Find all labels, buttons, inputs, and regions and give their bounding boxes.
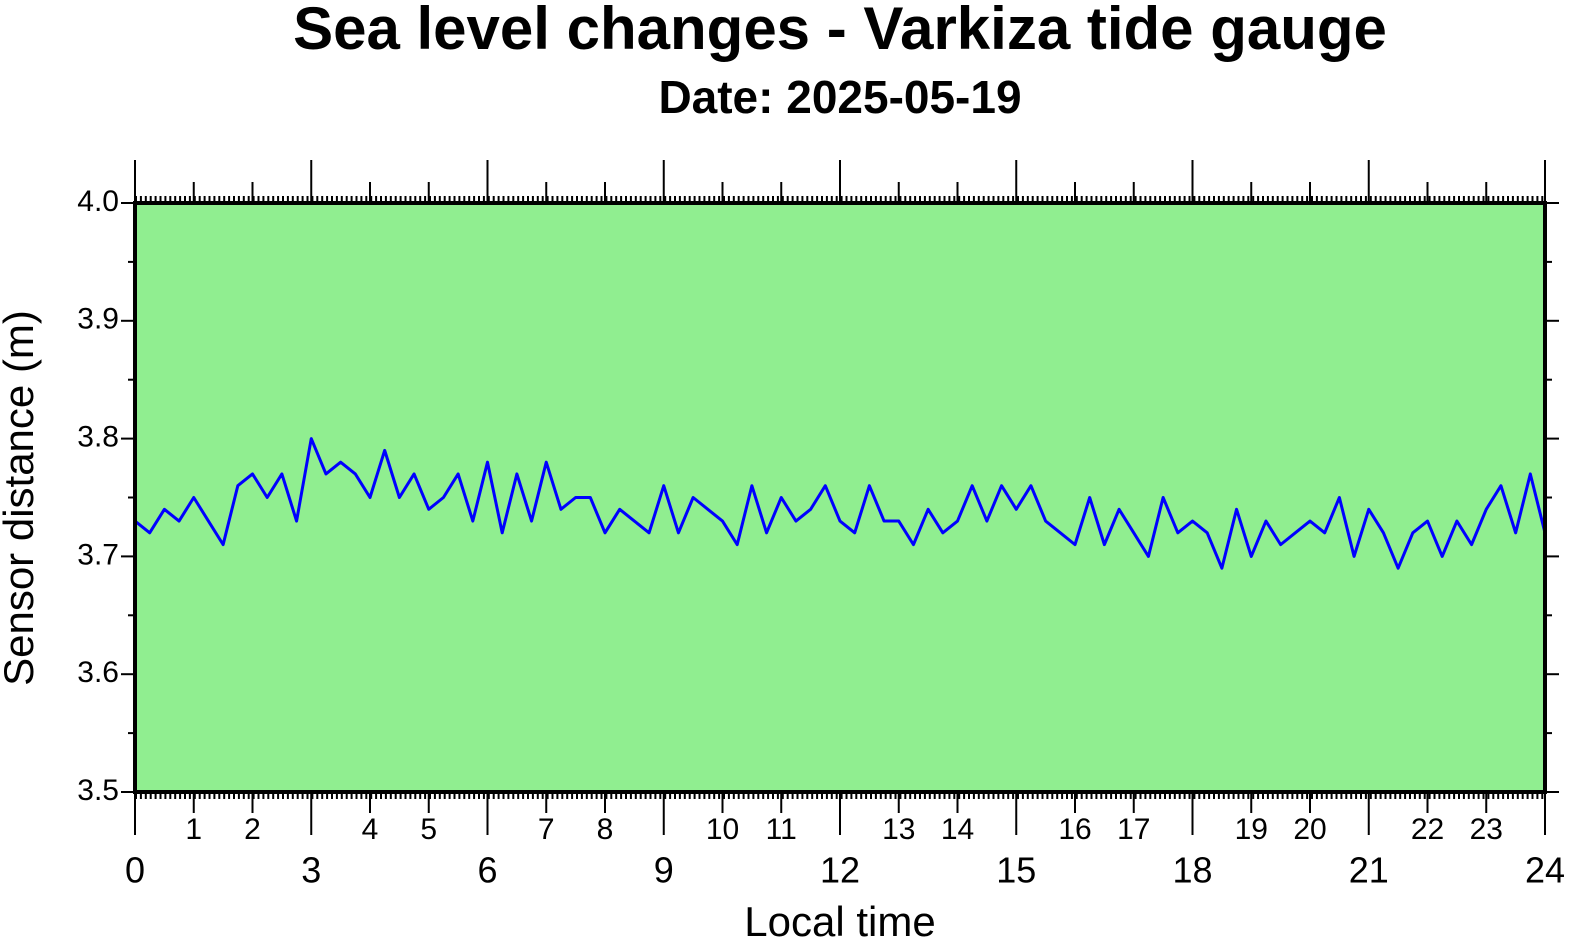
x-minor-tick-label: 20 xyxy=(1293,813,1326,846)
x-tick-label: 12 xyxy=(820,850,860,891)
x-axis-label: Local time xyxy=(744,898,935,945)
y-tick-label: 4.0 xyxy=(77,185,119,218)
x-tick-label: 0 xyxy=(125,850,145,891)
x-tick-label: 3 xyxy=(301,850,321,891)
x-minor-tick-label: 17 xyxy=(1117,813,1150,846)
x-tick-label: 9 xyxy=(654,850,674,891)
x-tick-label: 18 xyxy=(1172,850,1212,891)
x-minor-tick-label: 19 xyxy=(1235,813,1268,846)
x-minor-tick-label: 5 xyxy=(420,813,437,846)
x-minor-tick-label: 13 xyxy=(882,813,915,846)
x-minor-tick-label: 7 xyxy=(538,813,555,846)
plot-background xyxy=(135,203,1545,792)
y-tick-label: 3.9 xyxy=(77,303,119,336)
plot-frame xyxy=(133,201,1547,794)
x-minor-tick-label: 16 xyxy=(1058,813,1091,846)
x-minor-tick-label: 2 xyxy=(244,813,261,846)
chart-title: Sea level changes - Varkiza tide gauge xyxy=(293,0,1387,62)
x-tick-label: 15 xyxy=(996,850,1036,891)
y-tick-label: 3.5 xyxy=(77,774,119,807)
x-minor-tick-label: 1 xyxy=(185,813,202,846)
chart-subtitle: Date: 2025-05-19 xyxy=(658,71,1021,123)
x-minor-tick-label: 14 xyxy=(941,813,974,846)
x-minor-tick-label: 4 xyxy=(362,813,379,846)
data-line xyxy=(134,437,1547,570)
x-minor-tick-label: 23 xyxy=(1470,813,1503,846)
y-tick-label: 3.8 xyxy=(77,421,119,454)
x-tick-label: 6 xyxy=(477,850,497,891)
x-tick-label: 24 xyxy=(1525,850,1565,891)
x-tick-label: 21 xyxy=(1349,850,1389,891)
x-minor-tick-label: 8 xyxy=(597,813,614,846)
x-minor-tick-label: 22 xyxy=(1411,813,1444,846)
x-minor-tick-label: 11 xyxy=(766,813,797,846)
y-tick-label: 3.7 xyxy=(77,538,119,571)
y-tick-label: 3.6 xyxy=(77,656,119,689)
y-axis-label: Sensor distance (m) xyxy=(0,310,42,686)
x-minor-tick-label: 10 xyxy=(706,813,739,846)
